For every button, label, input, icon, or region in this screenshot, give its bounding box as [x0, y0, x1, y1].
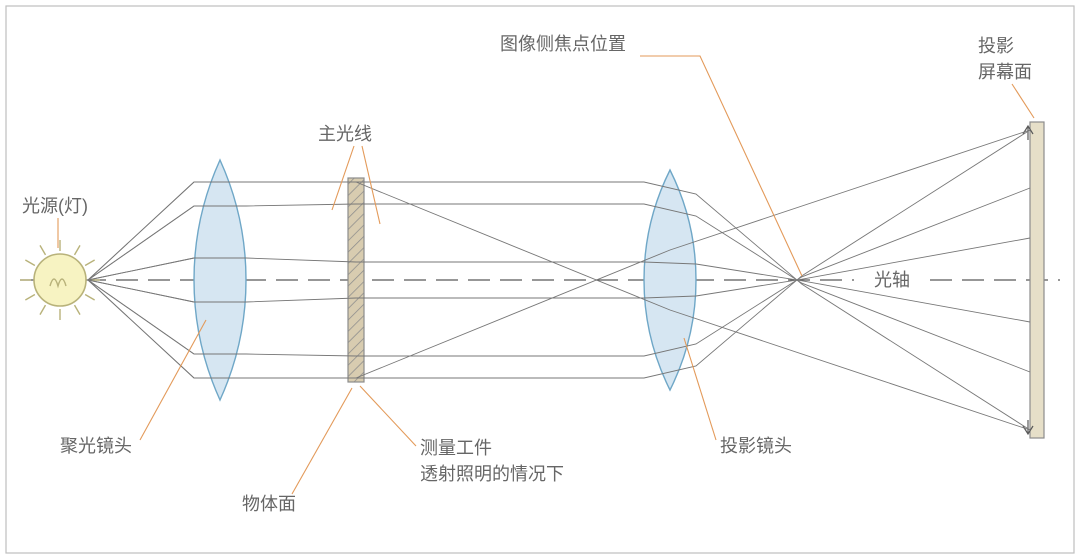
label-image-focus: 图像侧焦点位置: [500, 34, 626, 54]
leader-line: [140, 320, 206, 440]
optical-diagram: 光轴 光源(灯) 聚光镜头物体面 主光线测量工件透射照明的情况下 图像侧焦点位置投影镜头…: [0, 0, 1080, 559]
label-workpiece-2: 透射照明的情况下: [420, 464, 564, 484]
label-object-plane: 物体面: [242, 494, 296, 514]
projection-screen: [1030, 122, 1044, 438]
label-workpiece-1: 测量工件: [420, 438, 492, 458]
label-optical-axis: 光轴: [874, 270, 910, 290]
condenser-lens: [194, 160, 246, 400]
object-workpiece: [348, 178, 364, 382]
label-condenser-lens: 聚光镜头: [60, 436, 132, 456]
label-screen-2: 屏幕面: [978, 62, 1032, 82]
leader-line: [1012, 84, 1034, 118]
label-projection-lens: 投影镜头: [720, 436, 792, 456]
label-screen-1: 投影: [978, 36, 1014, 56]
label-chief-ray: 主光线: [318, 124, 372, 144]
leader-line: [362, 146, 380, 224]
leader-line: [292, 388, 352, 494]
label-light-source: 光源(灯): [22, 196, 88, 216]
leader-line: [360, 386, 416, 446]
projection-lens: [644, 170, 696, 390]
